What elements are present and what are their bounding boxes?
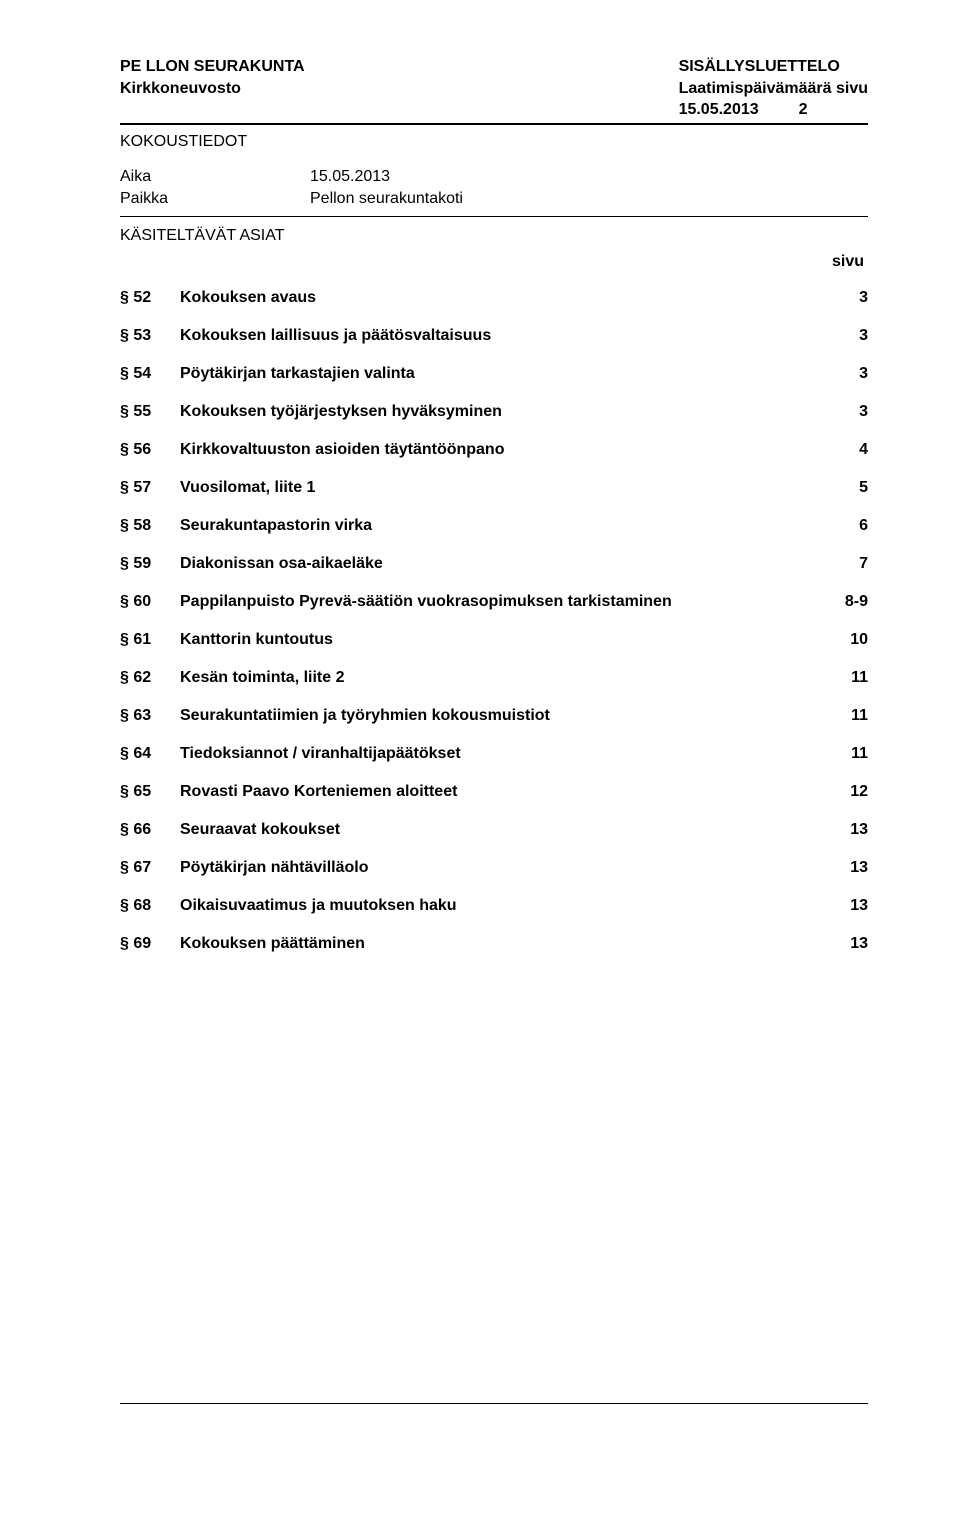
toc-item-page: 11 [824,707,868,725]
toc-item-number: § 52 [120,289,180,307]
toc-row: § 58Seurakuntapastorin virka6 [120,517,868,535]
toc-item-title: Seurakuntapastorin virka [180,517,824,535]
toc-item-number: § 54 [120,365,180,383]
header-left: PE LLON SEURAKUNTA Kirkkoneuvosto [120,56,305,121]
toc-item-page: 13 [824,859,868,877]
toc-row: § 69Kokouksen päättäminen13 [120,935,868,953]
toc-item-page: 11 [824,669,868,687]
org-name: PE LLON SEURAKUNTA [120,56,305,78]
toc-item-page: 11 [824,745,868,763]
meeting-place-value: Pellon seurakuntakoti [310,188,463,210]
doc-subtitle: Laatimispäivämäärä sivu [679,78,868,100]
toc-row: § 55Kokouksen työjärjestyksen hyväksymin… [120,403,868,421]
toc-row: § 67Pöytäkirjan nähtävilläolo13 [120,859,868,877]
toc-item-title: Diakonissan osa-aikaeläke [180,555,824,573]
toc-item-number: § 67 [120,859,180,877]
toc-item-number: § 69 [120,935,180,953]
toc-item-number: § 66 [120,821,180,839]
toc-row: § 59Diakonissan osa-aikaeläke7 [120,555,868,573]
toc-item-number: § 68 [120,897,180,915]
toc-row: § 65Rovasti Paavo Korteniemen aloitteet1… [120,783,868,801]
toc-item-page: 13 [824,821,868,839]
toc-item-page: 10 [824,631,868,649]
toc-row: § 63Seurakuntatiimien ja työryhmien koko… [120,707,868,725]
toc-row: § 62Kesän toiminta, liite 211 [120,669,868,687]
toc-heading: KÄSITELTÄVÄT ASIAT [120,227,868,245]
toc-item-title: Kanttorin kuntoutus [180,631,824,649]
toc-item-page: 13 [824,897,868,915]
toc-row: § 56Kirkkovaltuuston asioiden täytäntöön… [120,441,868,459]
doc-date: 15.05.2013 [679,99,759,121]
doc-type: SISÄLLYSLUETTELO [679,56,868,78]
toc-item-number: § 63 [120,707,180,725]
toc-item-title: Oikaisuvaatimus ja muutoksen haku [180,897,824,915]
toc-item-number: § 62 [120,669,180,687]
toc-item-number: § 53 [120,327,180,345]
toc-item-page: 12 [824,783,868,801]
toc-item-page: 13 [824,935,868,953]
meeting-section-title: KOKOUSTIEDOT [120,131,868,153]
meeting-time-value: 15.05.2013 [310,166,390,188]
toc-item-number: § 64 [120,745,180,763]
toc-item-page: 6 [824,517,868,535]
toc-item-number: § 57 [120,479,180,497]
toc-row: § 60Pappilanpuisto Pyrevä-säätiön vuokra… [120,593,868,611]
toc-row: § 52Kokouksen avaus3 [120,289,868,307]
toc-item-page: 8-9 [824,593,868,611]
toc-item-title: Kokouksen avaus [180,289,824,307]
toc-page-header: sivu [120,253,868,271]
toc-row: § 53Kokouksen laillisuus ja päätösvaltai… [120,327,868,345]
toc-item-page: 3 [824,289,868,307]
toc-row: § 54Pöytäkirjan tarkastajien valinta3 [120,365,868,383]
toc-item-title: Kokouksen työjärjestyksen hyväksyminen [180,403,824,421]
toc-item-title: Kirkkovaltuuston asioiden täytäntöönpano [180,441,824,459]
meeting-rule [120,216,868,217]
header-rule [120,123,868,125]
toc-item-title: Seuraavat kokoukset [180,821,824,839]
header-right: SISÄLLYSLUETTELO Laatimispäivämäärä sivu… [679,56,868,121]
toc-item-number: § 60 [120,593,180,611]
toc-item-number: § 56 [120,441,180,459]
footer-rule [120,1403,868,1404]
toc-item-number: § 55 [120,403,180,421]
toc-item-page: 5 [824,479,868,497]
toc-item-title: Tiedoksiannot / viranhaltijapäätökset [180,745,824,763]
toc-row: § 68Oikaisuvaatimus ja muutoksen haku13 [120,897,868,915]
page: PE LLON SEURAKUNTA Kirkkoneuvosto SISÄLL… [0,0,960,1514]
toc-item-number: § 59 [120,555,180,573]
meeting-info: KOKOUSTIEDOT Aika 15.05.2013 Paikka Pell… [120,131,868,210]
toc-item-title: Pappilanpuisto Pyrevä-säätiön vuokrasopi… [180,593,824,611]
toc-item-page: 4 [824,441,868,459]
table-of-contents: sivu § 52Kokouksen avaus3§ 53Kokouksen l… [120,253,868,953]
toc-item-page: 3 [824,365,868,383]
toc-item-number: § 65 [120,783,180,801]
toc-item-title: Kokouksen päättäminen [180,935,824,953]
toc-item-title: Kesän toiminta, liite 2 [180,669,824,687]
toc-item-title: Kokouksen laillisuus ja päätösvaltaisuus [180,327,824,345]
toc-item-number: § 61 [120,631,180,649]
toc-row: § 57Vuosilomat, liite 15 [120,479,868,497]
meeting-time-label: Aika [120,166,310,188]
toc-row: § 61Kanttorin kuntoutus10 [120,631,868,649]
meeting-place-label: Paikka [120,188,310,210]
toc-item-number: § 58 [120,517,180,535]
doc-pagenum: 2 [799,99,808,121]
toc-item-title: Pöytäkirjan tarkastajien valinta [180,365,824,383]
toc-item-title: Vuosilomat, liite 1 [180,479,824,497]
toc-item-page: 3 [824,403,868,421]
toc-row: § 64Tiedoksiannot / viranhaltijapäätökse… [120,745,868,763]
toc-item-page: 7 [824,555,868,573]
toc-item-title: Seurakuntatiimien ja työryhmien kokousmu… [180,707,824,725]
org-subunit: Kirkkoneuvosto [120,78,305,100]
toc-item-page: 3 [824,327,868,345]
toc-item-title: Pöytäkirjan nähtävilläolo [180,859,824,877]
toc-item-title: Rovasti Paavo Korteniemen aloitteet [180,783,824,801]
document-header: PE LLON SEURAKUNTA Kirkkoneuvosto SISÄLL… [120,56,868,121]
toc-row: § 66Seuraavat kokoukset13 [120,821,868,839]
